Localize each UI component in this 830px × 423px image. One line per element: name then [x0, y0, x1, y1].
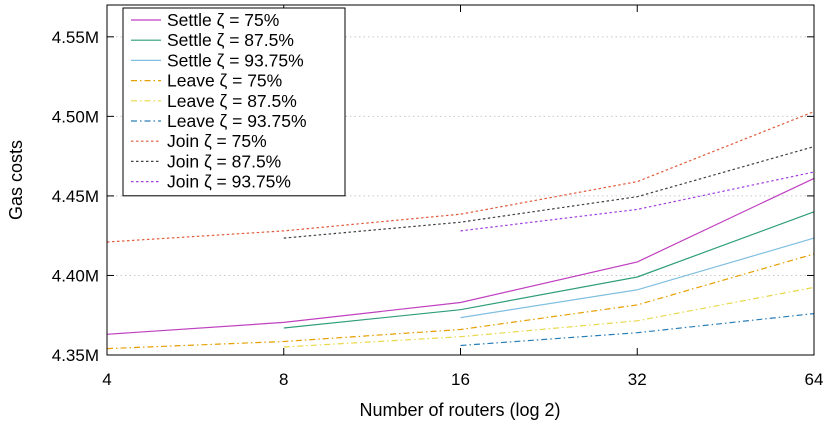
series-line: [283, 211, 815, 329]
legend-label: Join ζ = 75%: [167, 131, 267, 151]
legend-label: Leave ζ = 87.5%: [167, 91, 297, 111]
legend-label: Leave ζ = 93.75%: [167, 111, 307, 131]
series-line: [106, 177, 815, 335]
x-tick-label: 4: [102, 370, 111, 389]
y-tick-label: 4.50M: [52, 107, 99, 126]
series-line: [460, 313, 815, 347]
legend-label: Settle ζ = 87.5%: [167, 30, 294, 50]
y-axis-title: Gas costs: [6, 140, 26, 220]
series-line: [106, 253, 815, 350]
series-line: [460, 171, 815, 232]
x-tick-label: 8: [279, 370, 288, 389]
legend-label: Settle ζ = 93.75%: [167, 50, 304, 70]
y-tick-label: 4.40M: [52, 266, 99, 285]
y-tick-label: 4.45M: [52, 187, 99, 206]
series-line: [283, 146, 815, 239]
y-tick-label: 4.55M: [52, 28, 99, 47]
x-axis-title: Number of routers (log 2): [359, 400, 560, 420]
x-tick-label: 64: [805, 370, 824, 389]
legend-label: Settle ζ = 75%: [167, 10, 279, 30]
axis-ticks: 4.35M 4.40M 4.45M 4.50M 4.55M 4 8 16 32 64: [52, 5, 824, 389]
legend-label: Join ζ = 93.75%: [167, 172, 291, 192]
y-tick-label: 4.35M: [52, 346, 99, 365]
legend-label: Join ζ = 87.5%: [167, 151, 281, 171]
series-line: [460, 237, 815, 319]
legend-label: Leave ζ = 75%: [167, 71, 282, 91]
x-tick-label: 16: [451, 370, 470, 389]
series-line: [283, 286, 815, 348]
legend-box: [122, 7, 346, 197]
legend: Settle ζ = 75%Settle ζ = 87.5%Settle ζ =…: [122, 7, 346, 197]
series-lines: [106, 111, 815, 350]
x-tick-label: 32: [628, 370, 647, 389]
